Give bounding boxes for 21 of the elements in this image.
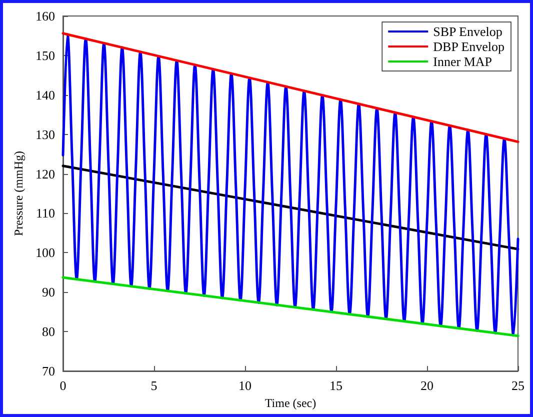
x-tick-label: 15 (330, 378, 342, 393)
y-tick-label: 100 (36, 245, 55, 260)
legend-label: SBP Envelop (433, 24, 502, 39)
y-tick-label: 150 (36, 48, 55, 63)
x-tick-label: 5 (150, 378, 158, 393)
legend-label: DBP Envelop (433, 39, 505, 54)
y-tick-label: 70 (42, 364, 55, 378)
x-tick-label: 25 (512, 378, 524, 393)
y-tick-label: 130 (36, 126, 55, 142)
x-axis-title: Time (sec) (264, 396, 316, 410)
x-tick-label: 10 (238, 378, 252, 393)
y-tick-label: 80 (42, 324, 55, 340)
x-tick-label: 0 (60, 378, 66, 393)
y-tick-label: 160 (36, 8, 55, 24)
y-tick-label: 120 (36, 166, 55, 182)
legend-label: Inner MAP (433, 54, 492, 69)
y-tick-label: 140 (36, 87, 55, 102)
x-tick-label: 20 (420, 378, 434, 393)
y-tick-label: 90 (42, 284, 55, 300)
y-tick-label: 110 (36, 206, 55, 221)
y-axis-title: Pressure (mmHg) (12, 151, 26, 236)
